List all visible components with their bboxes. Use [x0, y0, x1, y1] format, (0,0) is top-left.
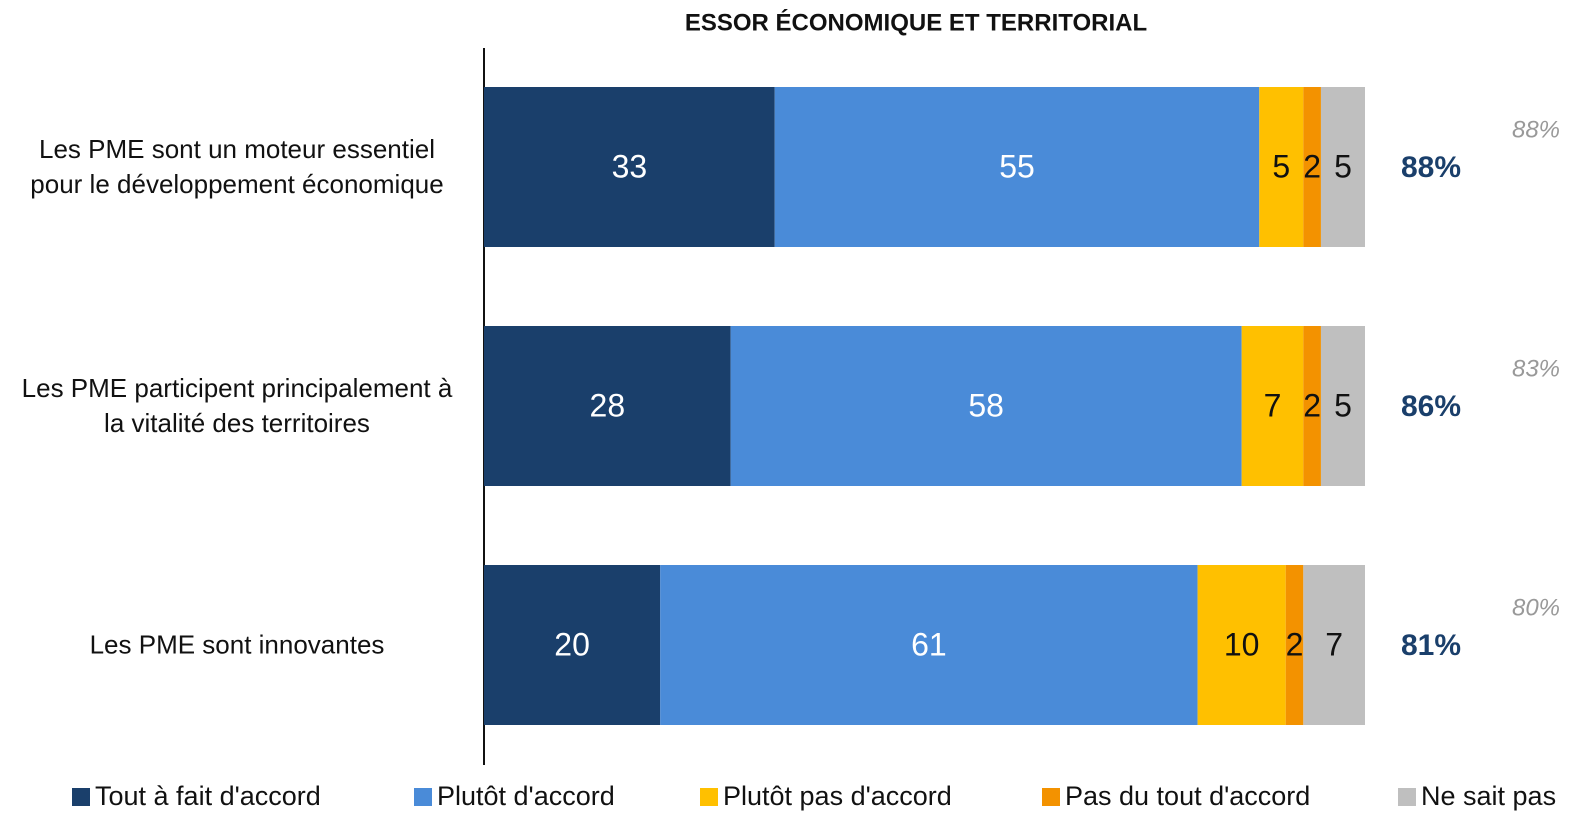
data-label: 7	[1325, 626, 1343, 662]
legend-label: Plutôt pas d'accord	[723, 781, 952, 811]
bar-segment	[1320, 87, 1365, 247]
data-label: 5	[1334, 148, 1352, 184]
legend-swatch	[700, 788, 718, 806]
category-label: Les PME sont un moteur essentiel pour le…	[30, 134, 444, 199]
data-label: 2	[1303, 387, 1321, 423]
data-label: 5	[1272, 148, 1290, 184]
previous-label: 80%	[1512, 594, 1560, 621]
total-label: 81%	[1401, 629, 1461, 662]
data-label: 2	[1303, 148, 1321, 184]
bar-segment	[1241, 326, 1304, 486]
legend-label: Plutôt d'accord	[437, 781, 615, 811]
legend-label: Tout à fait d'accord	[95, 781, 321, 811]
total-label: 88%	[1401, 151, 1461, 184]
data-label: 7	[1264, 387, 1282, 423]
bar-segment	[1320, 326, 1365, 486]
bar-segment	[1303, 87, 1321, 247]
legend-swatch	[1042, 788, 1060, 806]
data-label: 2	[1286, 626, 1304, 662]
data-label: 10	[1224, 626, 1260, 662]
data-label: 28	[590, 387, 626, 423]
data-label: 5	[1334, 387, 1352, 423]
bar-segment	[1303, 326, 1321, 486]
data-label: 61	[911, 626, 947, 662]
data-label: 20	[554, 626, 590, 662]
data-label: 33	[612, 148, 648, 184]
category-label: Les PME participent principalement à la …	[21, 373, 453, 438]
bar-segment	[484, 87, 775, 247]
legend-swatch	[414, 788, 432, 806]
bar-segment	[1285, 565, 1304, 725]
previous-label: 88%	[1512, 116, 1560, 143]
bar-segment	[774, 87, 1260, 247]
legend-label: Pas du tout d'accord	[1065, 781, 1310, 811]
bar-segment	[484, 565, 661, 725]
data-label: 58	[968, 387, 1004, 423]
chart-title: ESSOR ÉCONOMIQUE ET TERRITORIAL	[685, 8, 1147, 36]
data-label: 55	[999, 148, 1035, 184]
bar-segment	[1197, 565, 1286, 725]
previous-label: 83%	[1512, 355, 1560, 382]
legend-swatch	[72, 788, 90, 806]
legend-label: Ne sait pas	[1421, 781, 1556, 811]
bar-segment	[1259, 87, 1304, 247]
bar-segment	[660, 565, 1198, 725]
bar-segment	[730, 326, 1242, 486]
bar-segment	[484, 326, 731, 486]
legend-swatch	[1398, 788, 1416, 806]
category-label: Les PME sont innovantes	[89, 629, 385, 660]
bar-segment	[1303, 565, 1365, 725]
total-label: 86%	[1401, 390, 1461, 423]
